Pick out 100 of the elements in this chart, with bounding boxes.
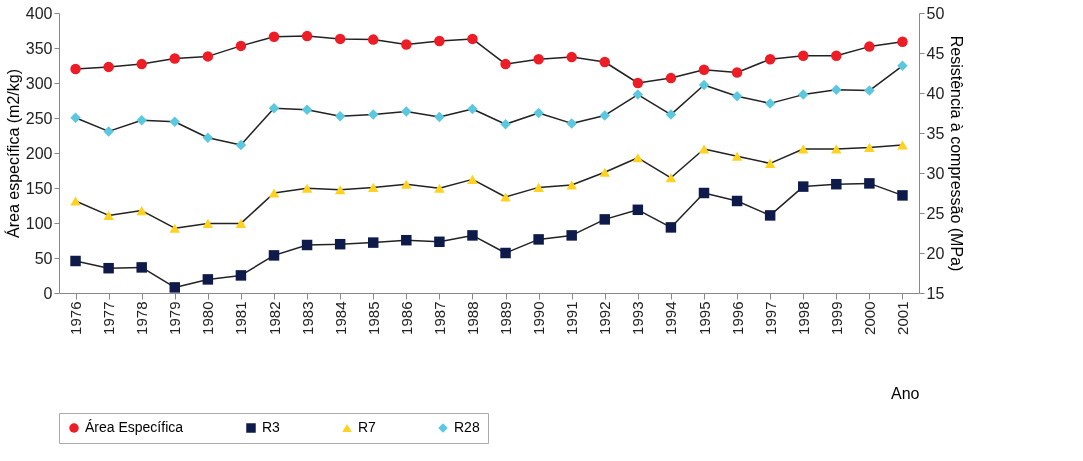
- point: [764, 210, 776, 221]
- point: [665, 222, 677, 233]
- x-tick-label: 1981: [232, 301, 250, 335]
- point: [533, 107, 544, 119]
- y2-tick-label: 40: [926, 84, 945, 102]
- y-tick-label: 150: [25, 179, 53, 197]
- point: [864, 142, 875, 152]
- point: [103, 126, 114, 137]
- point: [136, 262, 147, 273]
- y2-tick-label: 30: [926, 164, 945, 182]
- y-tick-label: 350: [25, 39, 53, 57]
- x-tick-label: 1978: [133, 301, 151, 335]
- y-tick-label: 50: [34, 249, 53, 267]
- point: [202, 274, 214, 285]
- y2-tick-label: 15: [926, 284, 945, 302]
- point: [897, 140, 908, 150]
- point: [599, 110, 611, 121]
- point: [665, 72, 677, 84]
- x-tick-label: 1985: [364, 301, 382, 335]
- point: [301, 183, 313, 193]
- point: [599, 167, 611, 177]
- x-tick-label: 1998: [794, 301, 812, 335]
- point: [169, 282, 181, 293]
- y2-tick-label: 25: [926, 204, 945, 222]
- y-tick-label: 0: [43, 284, 53, 302]
- legend-label: R3: [262, 419, 281, 435]
- x-tick-label: 1987: [430, 301, 448, 335]
- point: [401, 179, 412, 189]
- y-tick-label: 200: [25, 144, 53, 162]
- x-tick-label: 1977: [100, 301, 118, 335]
- point: [334, 185, 346, 195]
- point: [136, 58, 147, 70]
- point: [731, 67, 743, 78]
- x-tick-label: 2001: [893, 301, 911, 335]
- x-tick-label: 1980: [199, 301, 217, 335]
- point: [70, 255, 81, 267]
- x-tick-label: 1982: [265, 301, 283, 335]
- point: [864, 178, 875, 189]
- point: [864, 85, 875, 96]
- x-tick-label: 1999: [827, 301, 845, 335]
- point: [632, 153, 644, 163]
- y-tick-label: 250: [25, 109, 53, 127]
- x-tick-label: 1993: [629, 301, 647, 335]
- point: [897, 36, 908, 47]
- point: [500, 58, 511, 70]
- y2-tick-label: 50: [926, 4, 945, 22]
- point: [467, 103, 478, 115]
- point: [467, 174, 478, 184]
- y2-tick-label: 45: [926, 44, 945, 62]
- point: [698, 64, 710, 75]
- point: [467, 230, 478, 241]
- point: [367, 109, 379, 120]
- point: [831, 50, 842, 61]
- point: [698, 187, 710, 199]
- y2-tick-label: 35: [926, 124, 945, 142]
- point: [169, 53, 181, 64]
- y-tick-label: 300: [25, 74, 53, 92]
- point: [533, 53, 544, 65]
- point: [136, 206, 147, 216]
- point: [202, 51, 214, 62]
- x-tick-label: 1991: [563, 301, 581, 335]
- x-tick-label: 1990: [530, 301, 548, 335]
- point: [897, 60, 908, 72]
- point: [831, 84, 842, 96]
- point: [367, 182, 379, 192]
- point: [632, 89, 644, 100]
- point: [599, 56, 611, 68]
- point: [500, 192, 511, 202]
- y-tick-label: 100: [25, 214, 53, 232]
- point: [70, 112, 81, 124]
- point: [665, 173, 677, 183]
- point: [136, 114, 147, 126]
- point: [566, 180, 577, 190]
- point: [169, 223, 181, 233]
- x-axis-title: Ano: [891, 384, 920, 402]
- point: [764, 53, 776, 65]
- point: [268, 188, 280, 198]
- x-tick-label: 2000: [860, 301, 878, 335]
- point: [500, 247, 511, 259]
- point: [434, 35, 445, 47]
- point: [864, 41, 875, 52]
- point: [334, 238, 346, 250]
- x-tick-label: 1989: [497, 301, 515, 335]
- point: [235, 218, 247, 228]
- point: [202, 218, 214, 228]
- point: [334, 33, 346, 45]
- x-tick-label: 1997: [761, 301, 779, 335]
- point: [401, 106, 412, 117]
- x-tick-label: 1979: [166, 301, 184, 335]
- point: [831, 178, 842, 190]
- point: [533, 182, 544, 192]
- x-tick-label: 1995: [695, 301, 713, 335]
- point: [367, 237, 379, 248]
- point: [103, 262, 114, 274]
- point: [301, 104, 313, 116]
- point: [401, 39, 412, 50]
- x-tick-label: 1983: [298, 301, 316, 335]
- point: [599, 214, 611, 225]
- x-tick-label: 1996: [728, 301, 746, 335]
- point: [434, 183, 445, 193]
